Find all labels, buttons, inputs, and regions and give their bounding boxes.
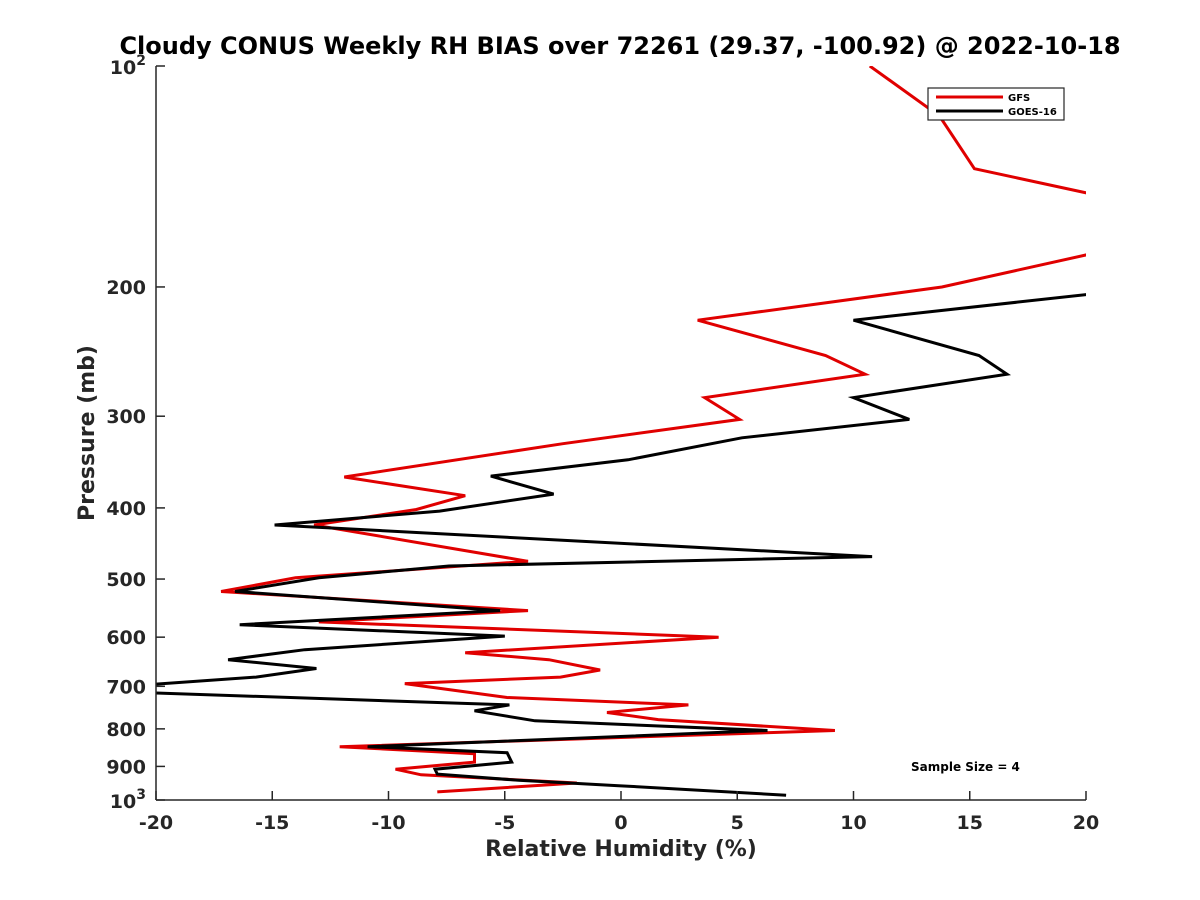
y-tick-label: 900 (106, 756, 146, 778)
plot-area: -20 -15 -10 -5 0 5 10 15 20 10220030040050060070… (106, 53, 1099, 834)
chart-title: Cloudy CONUS Weekly RH BIAS over 72261 (… (119, 32, 1120, 60)
y-tick-label: 103 (110, 787, 146, 813)
plot-background (156, 66, 1086, 800)
x-tick-label: -5 (494, 812, 515, 834)
x-axis-ticks: -20 -15 -10 -5 0 5 10 15 20 (139, 791, 1099, 834)
y-tick-label: 102 (110, 53, 146, 79)
y-tick-label: 800 (106, 719, 146, 741)
x-tick-label: 20 (1073, 812, 1099, 834)
y-tick-label: 700 (106, 676, 146, 698)
x-tick-label: 15 (957, 812, 983, 834)
series-line-goes-16 (156, 293, 1086, 797)
x-tick-label: 5 (731, 812, 744, 834)
x-tick-label: -20 (139, 812, 173, 834)
y-tick-label-base: 10 (110, 791, 136, 813)
y-axis-label: Pressure (mb) (75, 345, 100, 521)
x-tick-label: -15 (255, 812, 289, 834)
legend-items: GFS GOES-16 (936, 93, 1057, 118)
y-tick-label-exponent: 2 (136, 53, 146, 69)
x-tick-label: 10 (840, 812, 866, 834)
sample-size-annotation: Sample Size = 4 (911, 760, 1020, 774)
y-tick-label-base: 10 (110, 57, 136, 79)
y-tick-label-exponent: 3 (136, 787, 146, 803)
x-tick-label: 0 (614, 812, 627, 834)
y-tick-label: 600 (106, 627, 146, 649)
x-axis-label: Relative Humidity (%) (485, 837, 757, 862)
legend-label: GOES-16 (1008, 107, 1057, 118)
y-tick-label: 400 (106, 498, 146, 520)
x-tick-label: -10 (371, 812, 405, 834)
legend-box (927, 87, 1065, 121)
legend: GFS GOES-16 (927, 87, 1065, 121)
y-tick-label: 300 (106, 406, 146, 428)
y-tick-label: 200 (106, 277, 146, 299)
y-tick-label: 500 (106, 569, 146, 591)
series-layer (156, 66, 1086, 797)
legend-label: GFS (1008, 93, 1030, 104)
